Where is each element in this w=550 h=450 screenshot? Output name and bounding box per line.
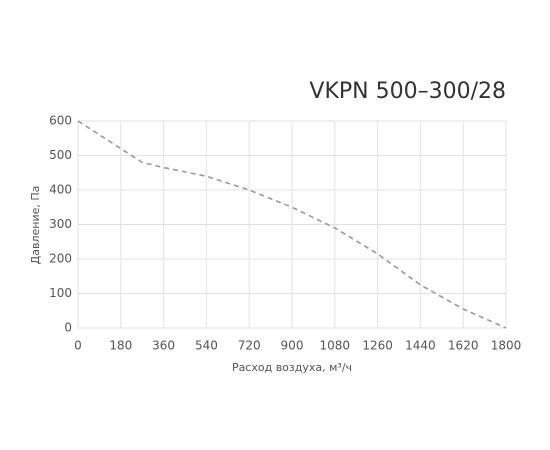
x-tick-label: 1260 bbox=[362, 339, 393, 353]
y-tick-label: 300 bbox=[49, 217, 72, 231]
chart-title: VKPN 500–300/28 bbox=[309, 79, 506, 104]
x-tick-label: 900 bbox=[281, 339, 304, 353]
x-tick-label: 720 bbox=[238, 339, 261, 353]
x-tick-label: 0 bbox=[74, 339, 82, 353]
y-tick-label: 400 bbox=[49, 183, 72, 197]
x-tick-label: 180 bbox=[109, 339, 132, 353]
x-tick-label: 360 bbox=[152, 339, 175, 353]
y-tick-label: 200 bbox=[49, 252, 72, 266]
y-tick-label: 0 bbox=[64, 321, 72, 335]
x-tick-label: 1440 bbox=[405, 339, 436, 353]
y-axis-title: Давление, Па bbox=[29, 186, 42, 265]
x-tick-label: 1800 bbox=[491, 339, 522, 353]
y-tick-label: 600 bbox=[49, 114, 72, 128]
x-tick-label: 1080 bbox=[320, 339, 351, 353]
line-series bbox=[77, 120, 507, 329]
y-tick-label: 100 bbox=[49, 286, 72, 300]
y-tick-label: 500 bbox=[49, 148, 72, 162]
x-tick-label: 1620 bbox=[448, 339, 479, 353]
x-tick-label: 540 bbox=[195, 339, 218, 353]
x-axis-title: Расход воздуха, м³/ч bbox=[232, 361, 352, 374]
